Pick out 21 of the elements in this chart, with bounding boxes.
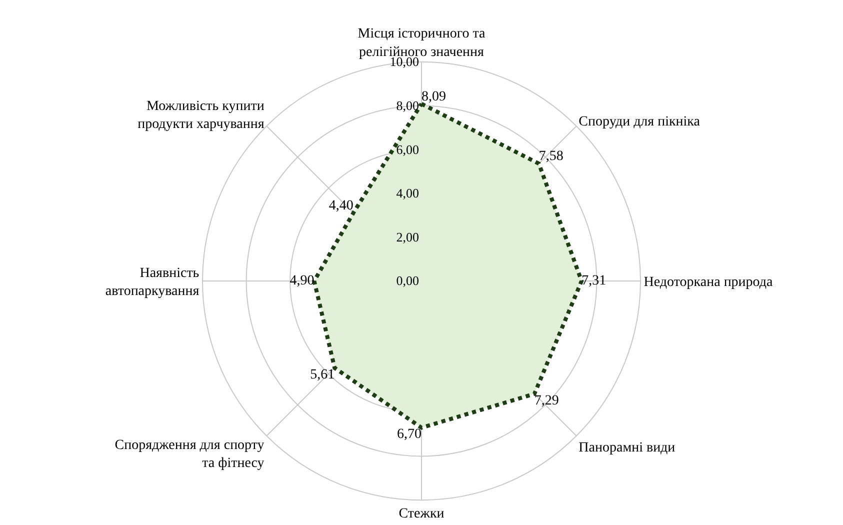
y-tick-label: 2,00 [396,229,420,244]
data-label: 6,70 [397,427,422,442]
spoke-label: Наявність автопаркування [105,266,200,299]
data-label: 5,61 [310,367,335,382]
spoke-label: Панорамні види [578,440,676,456]
y-tick-label: 0,00 [396,273,420,288]
spoke-label: Споруди для пікніка [578,114,701,130]
data-label: 4,40 [328,198,354,214]
data-label: 4,90 [290,274,314,288]
y-tick-label: 6,00 [396,142,420,157]
data-label: 7,58 [538,149,564,164]
spoke-label: Недоторкана природа [644,274,774,290]
data-label: 7,31 [582,274,606,288]
data-label: 7,29 [534,393,559,408]
spoke-label: Спорядження для спорту та фітнесу [114,438,264,472]
data-label: 8,09 [422,89,446,104]
spoke-label: Місця історичного та релігійного значення [358,26,486,60]
spoke-label: Можливість купити продукти харчування [138,98,265,132]
spoke-label: Стежки [398,506,445,522]
y-tick-label: 8,00 [396,98,420,114]
y-tick-label: 4,00 [396,186,420,201]
